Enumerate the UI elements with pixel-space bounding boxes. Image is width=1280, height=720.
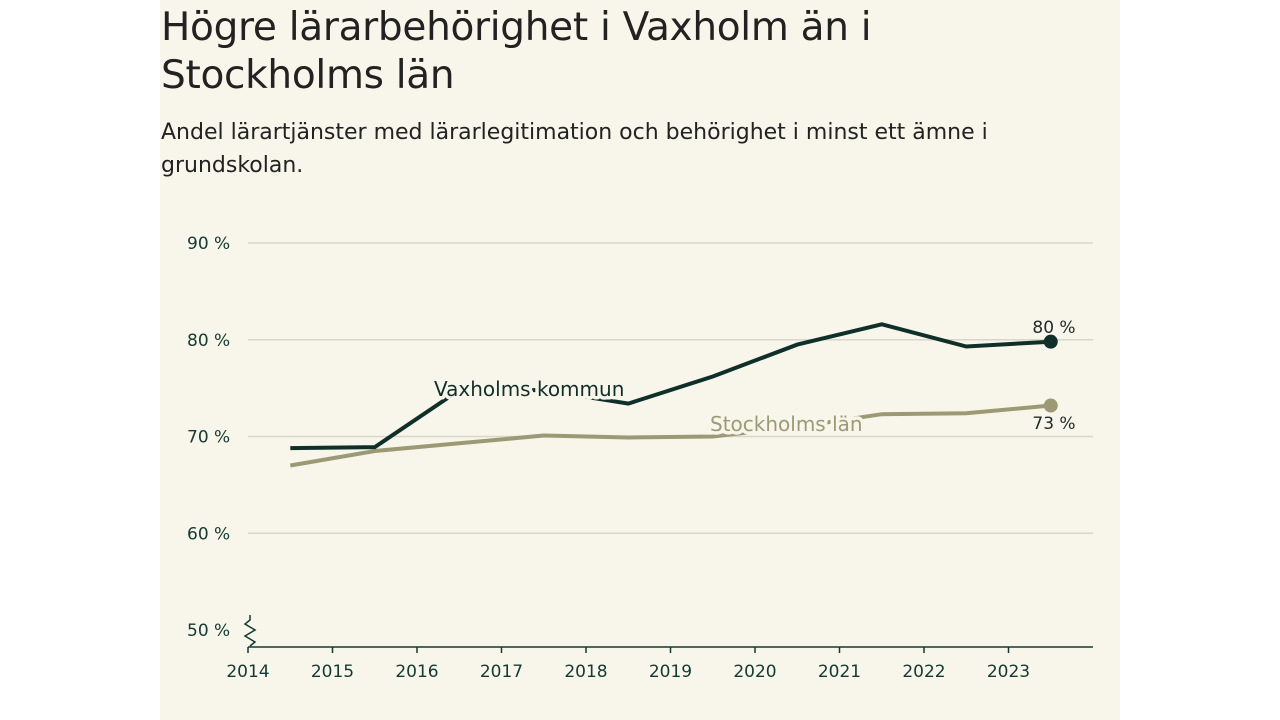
x-tick-label: 2016	[395, 662, 438, 682]
y-tick-label: 90 %	[187, 234, 230, 254]
series-label-vaxholm: Vaxholms kommun	[434, 377, 624, 401]
y-tick-label: 70 %	[187, 428, 230, 448]
y-tick-label: 50 %	[187, 621, 230, 641]
end-label-vaxholm: 80 %	[1032, 318, 1075, 338]
series-line-vaxholm	[290, 322, 1051, 451]
x-tick-label: 2023	[987, 662, 1030, 682]
end-point-vaxholm	[1043, 334, 1058, 349]
x-tick-label: 2019	[649, 662, 692, 682]
x-tick-label: 2015	[311, 662, 354, 682]
y-tick-label: 80 %	[187, 331, 230, 351]
x-tick-label: 2017	[480, 662, 523, 682]
x-tick-label: 2014	[226, 662, 269, 682]
x-tick-label: 2021	[818, 662, 861, 682]
chart-title: Högre lärarbehörighet i Vaxholm än i Sto…	[161, 5, 872, 98]
y-tick-label: 60 %	[187, 524, 230, 544]
x-tick-label: 2022	[902, 662, 945, 682]
chart-subtitle: Andel lärartjänster med lärarlegitimatio…	[161, 120, 988, 178]
end-point-stockholm	[1043, 398, 1058, 413]
end-label-stockholm: 73 %	[1032, 414, 1075, 434]
x-tick-label: 2020	[733, 662, 776, 682]
chart-panel	[160, 0, 1120, 720]
series-label-stockholm: Stockholms län	[710, 412, 863, 436]
x-tick-label: 2018	[564, 662, 607, 682]
series-line-stockholm	[289, 403, 1051, 468]
axis-break-icon	[243, 615, 257, 647]
